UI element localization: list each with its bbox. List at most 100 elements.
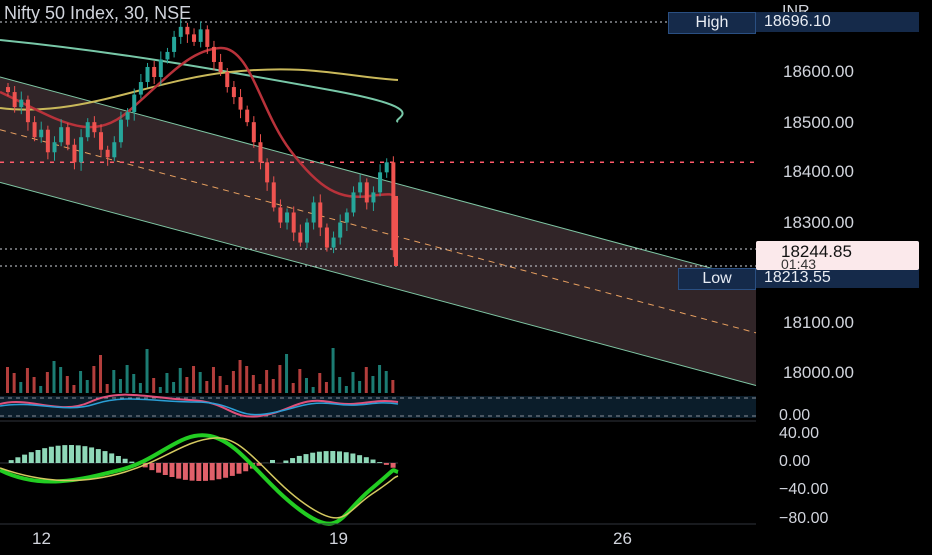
volume-bar <box>152 378 155 393</box>
volume-bar <box>146 349 149 393</box>
candle-body <box>92 122 96 132</box>
macd-histogram-bar <box>149 463 154 470</box>
volume-bar <box>219 376 222 393</box>
macd-histogram-bar <box>156 463 161 473</box>
macd-histogram-bar <box>29 452 34 463</box>
candle-body <box>385 162 389 172</box>
candle-body <box>265 162 269 182</box>
volume-bar <box>92 366 95 393</box>
macd-histogram-bar <box>317 452 322 463</box>
macd-histogram-bar <box>230 463 235 476</box>
macd-histogram-bar <box>116 456 121 463</box>
macd-histogram-bar <box>69 445 74 463</box>
macd-histogram-bar <box>337 451 342 463</box>
macd-histogram-bar <box>350 453 355 463</box>
volume-bar <box>79 371 82 393</box>
candle-body <box>66 127 70 145</box>
candle-body <box>225 72 229 87</box>
macd-axis-label: −80.00 <box>779 510 828 528</box>
volume-bar <box>298 369 301 393</box>
candle-body <box>371 192 375 202</box>
volume-bar <box>66 376 69 393</box>
candle-body <box>119 120 123 143</box>
volume-bar <box>72 385 75 393</box>
candle-body <box>79 137 83 162</box>
macd-histogram-bar <box>9 460 14 463</box>
volume-bar <box>225 385 228 393</box>
price-axis-label: 18400.00 <box>783 162 854 182</box>
volume-bar <box>332 348 335 393</box>
candle-body <box>285 212 289 222</box>
volume-bar <box>13 373 16 393</box>
macd-histogram-bar <box>310 453 315 463</box>
macd-histogram-bar <box>129 462 134 463</box>
candle-body <box>165 52 169 60</box>
volume-bar <box>59 367 62 393</box>
volume-bar <box>318 373 321 393</box>
macd-histogram-bar <box>196 463 201 481</box>
candle-body <box>185 27 189 35</box>
candle-body <box>39 130 43 138</box>
macd-histogram-bar <box>62 445 67 463</box>
volume-bar <box>26 368 29 393</box>
volume-bar <box>365 367 368 393</box>
volume-bar <box>192 366 195 393</box>
volume-bar <box>99 355 102 393</box>
macd-histogram-bar <box>237 463 242 474</box>
volume-bar <box>239 360 242 393</box>
macd-histogram-bar <box>176 463 181 479</box>
macd-axis-label: 40.00 <box>779 425 819 443</box>
last-price-tag: 18244.85 01:43 <box>756 241 919 270</box>
candle-body <box>378 172 382 192</box>
volume-bar <box>232 371 235 393</box>
candle-body <box>19 100 23 108</box>
macd-histogram-bar <box>103 451 108 463</box>
volume-bar <box>6 367 9 393</box>
volume-bar <box>172 382 175 393</box>
candle-body <box>146 67 150 82</box>
volume-bar <box>345 386 348 393</box>
candle-body <box>212 47 216 62</box>
volume-bar <box>106 384 109 393</box>
macd-histogram-bar <box>243 463 248 471</box>
candle-body <box>179 27 183 37</box>
candle-body <box>26 100 30 123</box>
volume-bar <box>139 383 142 393</box>
bar-countdown: 01:43 <box>781 256 816 272</box>
volume-bar <box>199 372 202 393</box>
high-label: High <box>668 12 756 34</box>
macd-histogram-bar <box>82 446 87 463</box>
candle-body <box>298 233 302 243</box>
macd-histogram-bar <box>297 456 302 463</box>
macd-histogram-bar <box>391 463 396 468</box>
candle-body <box>351 192 355 212</box>
candle-body <box>199 29 203 42</box>
candle-body <box>292 212 296 232</box>
volume-bar <box>205 381 208 393</box>
candle-body <box>192 34 196 42</box>
volume-bar <box>292 383 295 393</box>
candle-body <box>132 95 136 113</box>
price-axis-label: 18000.00 <box>783 363 854 383</box>
candle-body <box>272 182 276 207</box>
candle-body <box>365 182 369 202</box>
candle-body <box>318 202 322 227</box>
candle-body <box>258 142 262 162</box>
macd-histogram-bar <box>357 455 362 463</box>
candle-body <box>172 37 176 52</box>
candle-body <box>219 62 223 72</box>
macd-axis-label: 0.00 <box>779 453 810 471</box>
candle-body <box>305 223 309 243</box>
macd-histogram-bar <box>89 447 94 463</box>
high-value: 18696.10 <box>756 12 919 32</box>
macd-histogram-bar <box>183 463 188 480</box>
volume-bar <box>278 365 281 393</box>
volume-bar <box>159 387 162 393</box>
candle-body <box>72 145 76 163</box>
candle-body <box>126 112 130 120</box>
candle-body <box>358 182 362 192</box>
candle-body <box>106 150 110 158</box>
volume-bar <box>132 374 135 393</box>
macd-histogram-bar <box>42 448 47 463</box>
